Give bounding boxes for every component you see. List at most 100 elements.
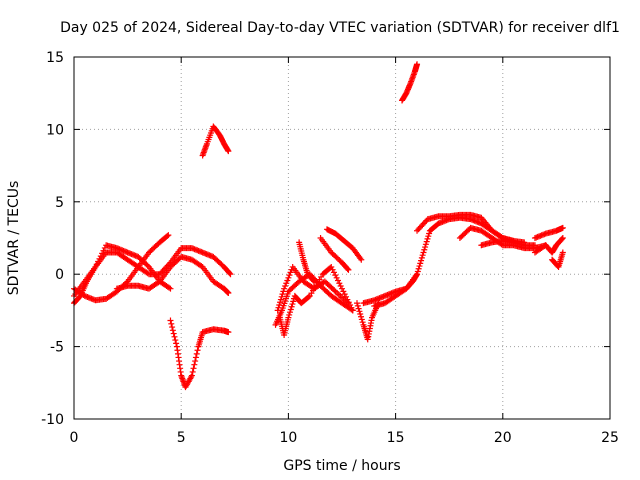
series-arc-15 [371,214,528,310]
data-point [305,293,312,300]
data-point [155,279,162,286]
series-arc-19 [531,224,566,241]
data-point [189,368,196,375]
data-point [282,282,289,289]
data-point [275,304,282,311]
data-point [334,277,341,284]
data-point [97,253,104,260]
data-point [355,305,362,312]
series-arc-4 [113,253,232,297]
data-point [414,61,421,68]
data-point [420,249,427,256]
x-tick-label: 20 [494,430,512,446]
data-point [358,316,365,323]
data-point [345,299,352,306]
data-point [144,262,151,269]
data-point [329,266,336,273]
data-point [347,301,354,308]
data-point [225,148,232,155]
y-axis-label: SDTVAR / TECUs [6,181,22,296]
series-arc-10 [296,239,318,285]
series-arc-22 [399,61,421,104]
series-arc-20 [531,235,566,256]
y-tick-label: 10 [46,122,64,138]
data-point [192,354,199,361]
y-tick-label: 0 [55,267,64,283]
data-point [531,242,538,249]
data-point [354,300,361,307]
series-arc-9 [276,263,356,339]
data-point [344,296,351,303]
x-tick-label: 5 [177,430,186,446]
data-point [193,350,200,357]
data-point [93,261,100,268]
data-point [339,285,345,292]
data-point [337,282,344,289]
data-point [168,320,175,327]
data-point [287,306,294,313]
data-point [331,287,338,294]
data-point [188,372,195,379]
data-point [422,244,429,251]
data-point [344,265,351,272]
data-point [285,314,292,321]
data-point [95,258,102,265]
data-point [345,266,352,273]
data-point [425,233,432,240]
data-point [191,361,198,368]
data-point [225,329,232,336]
data-point [283,280,290,287]
data-point [422,241,429,248]
data-point [559,249,566,256]
data-point [336,280,343,287]
data-point [166,284,173,291]
series-arc-16 [414,211,517,244]
data-point [349,307,356,314]
data-point [332,272,339,279]
y-tick-label: 5 [55,195,64,211]
data-point [99,250,106,257]
data-point [171,333,178,340]
data-point [170,330,177,337]
data-point [421,246,428,253]
y-ticks: -10 -5 0 5 10 15 [41,50,610,428]
x-ticks: 0 5 10 15 20 25 [70,57,619,446]
data-point [357,311,364,318]
x-tick-label: 15 [387,430,405,446]
data-point [419,252,426,259]
data-point [287,309,294,316]
data-point [144,270,151,277]
data-point [426,230,433,237]
data-point [418,254,425,261]
series-arc-11 [317,235,352,273]
data-point [418,257,425,264]
data-point [167,285,174,292]
data-point [286,311,293,318]
data-point [277,299,284,306]
data-point [333,274,340,281]
data-point [354,302,361,309]
data-point [284,277,291,284]
data-point [401,286,408,293]
data-point [281,285,288,292]
data-point [348,304,355,311]
data-marks [71,61,566,391]
data-point [276,301,283,308]
data-point [198,263,205,270]
data-point [343,293,350,300]
data-point [288,303,295,310]
series-arc-21 [549,249,566,270]
data-point [286,272,293,279]
data-point [559,235,566,241]
data-point [330,269,337,276]
data-point [285,274,292,281]
x-tick-label: 10 [279,430,297,446]
series-arc-3 [71,242,174,299]
data-point [559,224,566,231]
series-arc-2 [71,232,172,304]
x-tick-label: 25 [601,430,619,446]
data-point [192,358,199,365]
data-point [416,263,423,270]
data-point [287,269,294,276]
